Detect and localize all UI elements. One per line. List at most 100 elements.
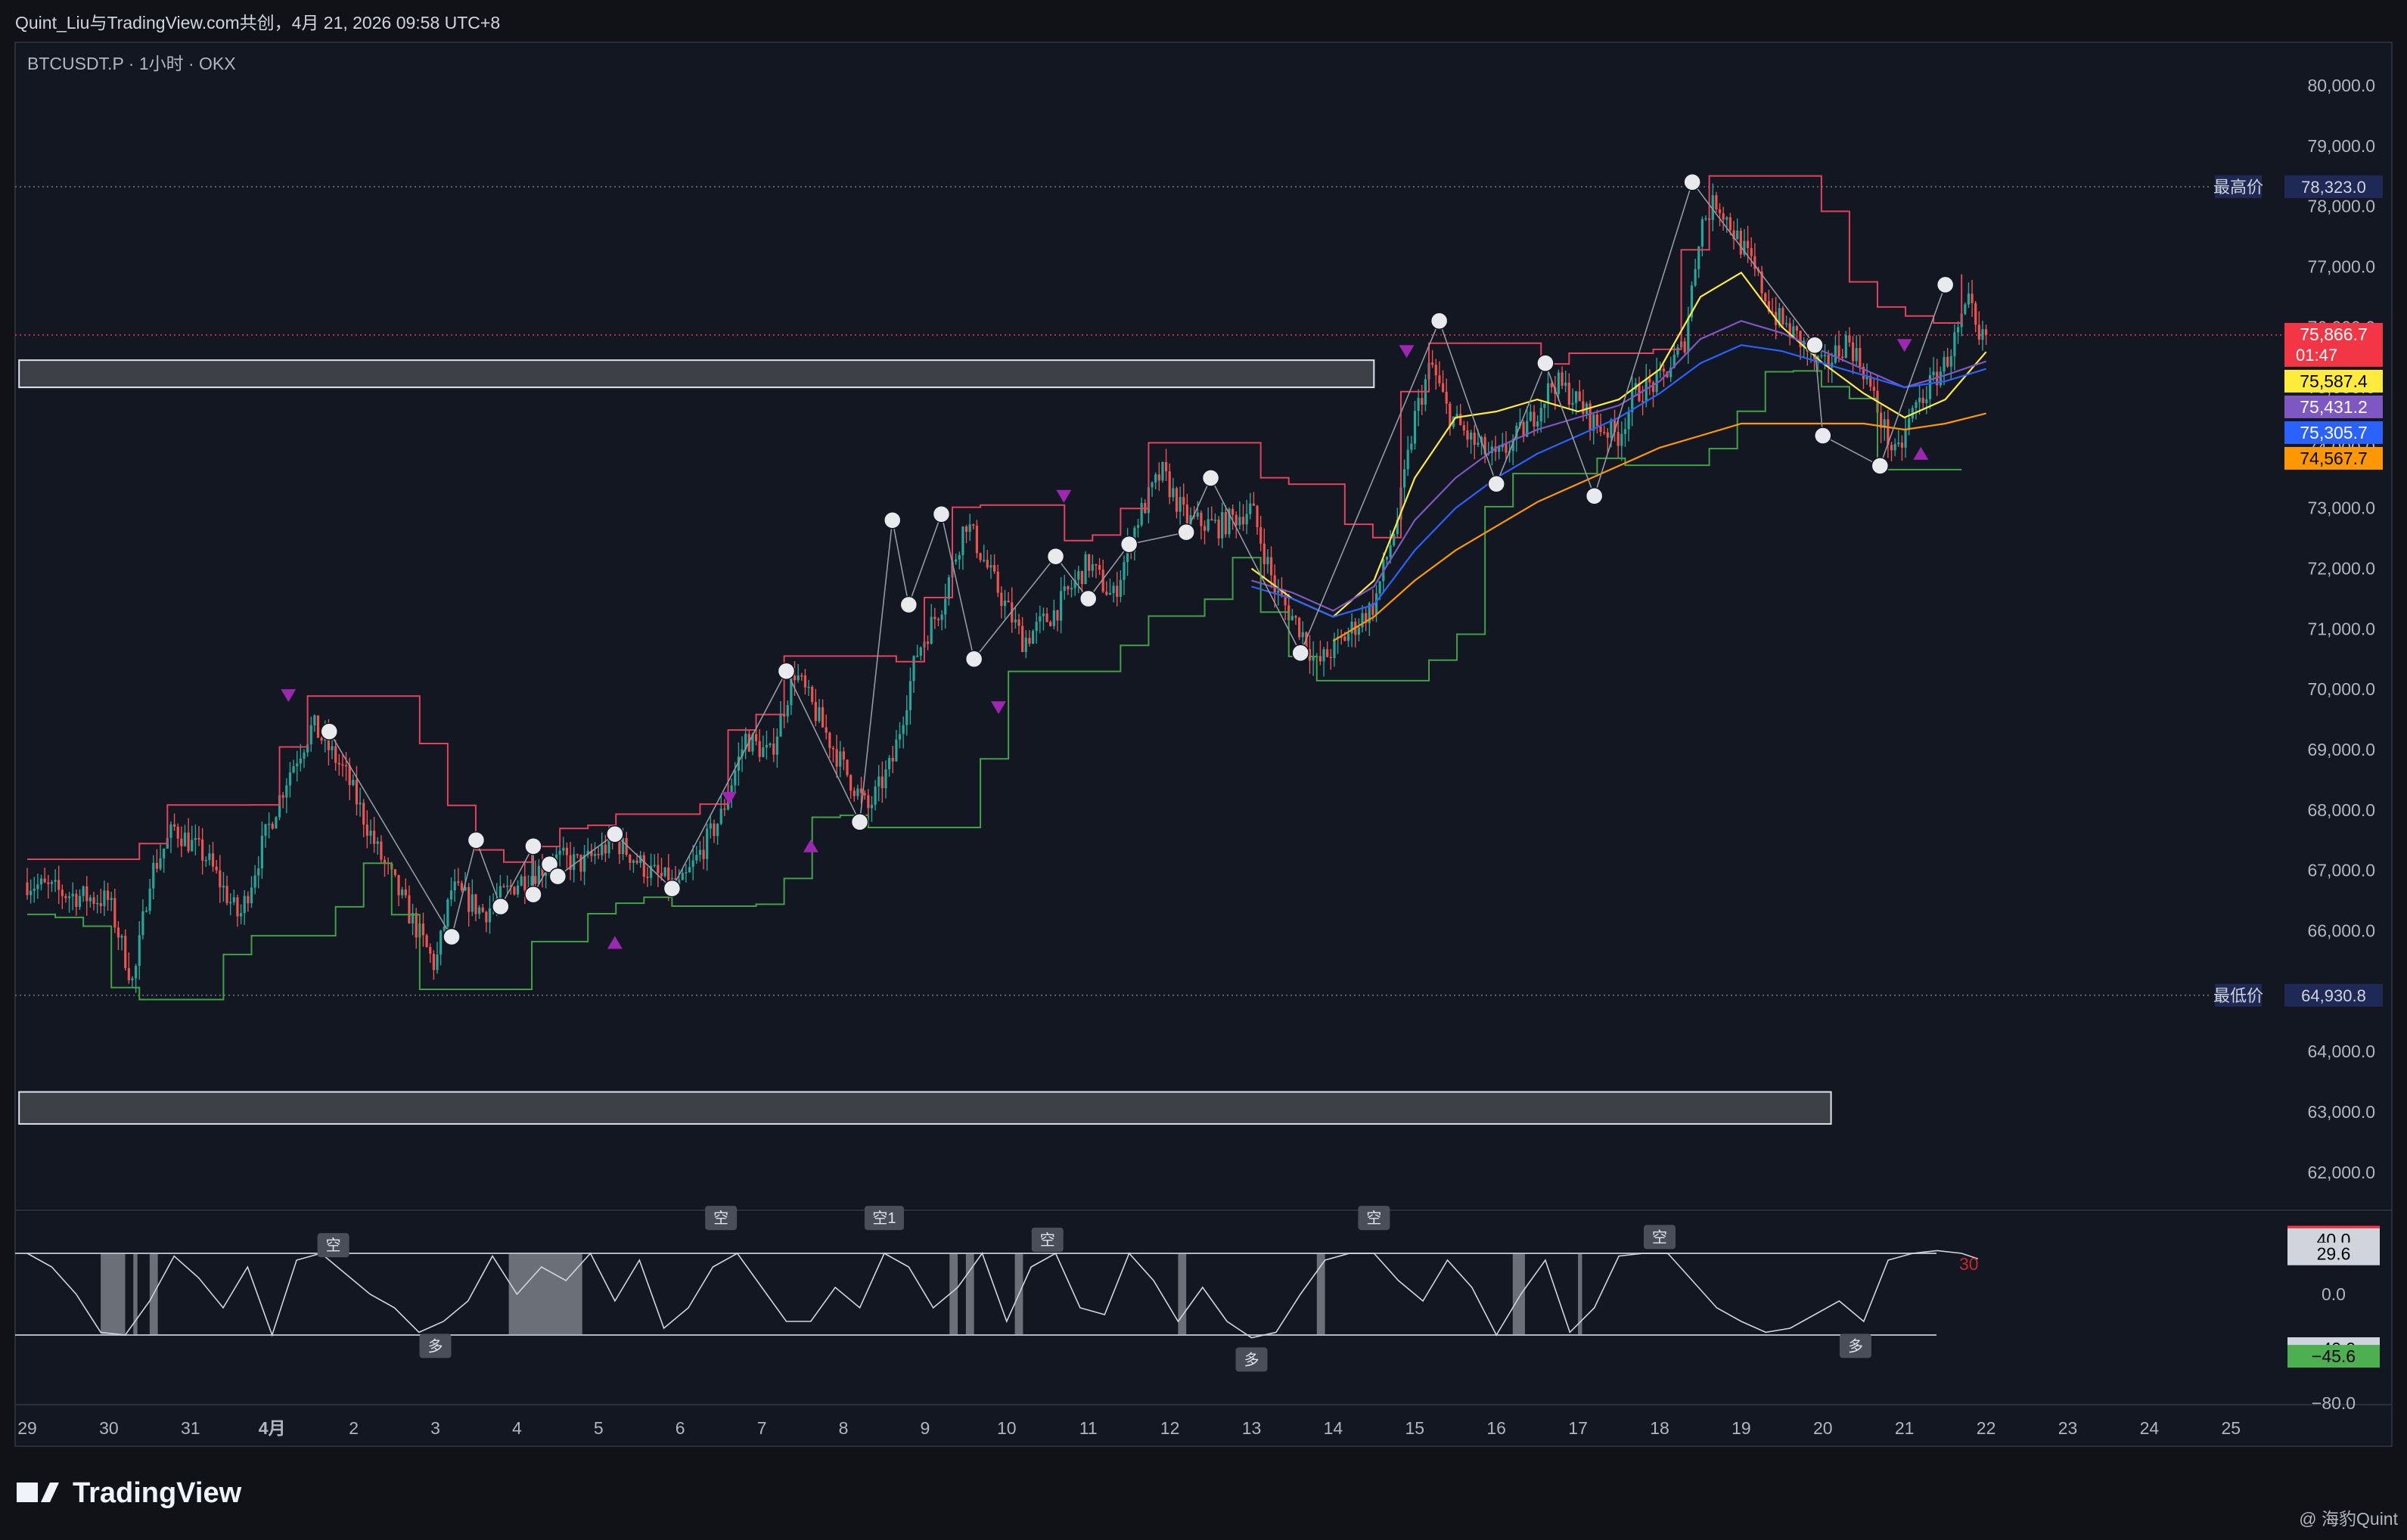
candle-body bbox=[992, 565, 996, 572]
candle-body bbox=[859, 788, 863, 793]
candle-body bbox=[1091, 564, 1094, 571]
candle-body bbox=[545, 871, 548, 876]
candle-body bbox=[355, 780, 359, 805]
candle-body bbox=[1795, 326, 1799, 331]
candle-body bbox=[989, 565, 992, 568]
candle-body bbox=[835, 749, 838, 767]
candle-body bbox=[39, 878, 43, 885]
swing-point-marker bbox=[1487, 475, 1505, 493]
candle-body bbox=[744, 734, 747, 750]
swing-point-marker bbox=[1079, 589, 1098, 608]
candle-body bbox=[1953, 332, 1956, 356]
tradingview-logo[interactable]: TradingView bbox=[17, 1477, 242, 1509]
candle-body bbox=[762, 747, 765, 757]
candle-body bbox=[523, 876, 526, 891]
candle-body bbox=[1887, 419, 1890, 446]
candle-body bbox=[257, 868, 260, 876]
candle-body bbox=[120, 936, 123, 938]
candle-body bbox=[1084, 554, 1087, 585]
candle-body bbox=[713, 823, 716, 837]
oscillator-shaded-region bbox=[508, 1253, 582, 1335]
price-tag-value: 64,930.8 bbox=[2301, 986, 2366, 1005]
swing-point-marker bbox=[932, 505, 951, 523]
candle-body bbox=[1651, 382, 1655, 393]
candle-body bbox=[359, 803, 362, 805]
time-axis-tick: 24 bbox=[2140, 1418, 2160, 1438]
candle-body bbox=[786, 705, 789, 717]
candle-body bbox=[288, 772, 292, 786]
price-pane[interactable] bbox=[15, 172, 2284, 1125]
oscillator-signal-tag: 多 bbox=[1839, 1334, 1871, 1358]
candle-body bbox=[919, 647, 922, 656]
signal-tag-text: 空 bbox=[1652, 1228, 1667, 1246]
candle-body bbox=[1052, 610, 1055, 626]
signal-tag-text: 多 bbox=[1244, 1351, 1259, 1368]
candle-body bbox=[1095, 564, 1098, 566]
candle-body bbox=[593, 854, 597, 856]
candle-body bbox=[163, 848, 166, 858]
candle-body bbox=[1529, 411, 1532, 421]
candle-body bbox=[197, 837, 200, 840]
candle-body bbox=[429, 946, 432, 954]
candle-body bbox=[1697, 246, 1700, 269]
time-axis-tick: 21 bbox=[1895, 1418, 1915, 1438]
candle-body bbox=[1543, 403, 1546, 408]
candle-body bbox=[1574, 391, 1578, 403]
candle-body bbox=[502, 886, 505, 887]
candle-body bbox=[1946, 356, 1949, 367]
candle-body bbox=[579, 855, 582, 872]
price-axis-tick: 79,000.0 bbox=[2307, 136, 2375, 156]
candle-body bbox=[1151, 482, 1154, 488]
candle-body bbox=[85, 886, 89, 902]
candle-body bbox=[1711, 195, 1714, 220]
candle-body bbox=[264, 824, 267, 836]
candle-body bbox=[642, 855, 645, 877]
price-axis[interactable]: 80,000.079,000.078,000.077,000.076,000.0… bbox=[2213, 76, 2383, 1413]
swing-point-marker bbox=[663, 879, 682, 898]
candle-body bbox=[1350, 621, 1353, 634]
time-axis-tick: 25 bbox=[2222, 1418, 2241, 1438]
time-axis[interactable]: 29 30 31 4月 2 3 4 5 6 7 8 9 10 11 12 13 14 15 16 17 18 19 20 21… bbox=[17, 1418, 2241, 1438]
candle-body bbox=[1318, 656, 1322, 662]
candle-body bbox=[1803, 340, 1806, 347]
oscillator-shaded-region bbox=[1316, 1253, 1325, 1335]
candle-body bbox=[57, 880, 61, 890]
candle-body bbox=[1837, 345, 1840, 357]
candle-body bbox=[765, 744, 769, 748]
price-label-text: 75,587.4 bbox=[2300, 371, 2368, 391]
oscillator-signal-tag: 空 bbox=[705, 1206, 738, 1231]
time-axis-tick: 12 bbox=[1160, 1418, 1180, 1438]
candle-body bbox=[1767, 301, 1770, 312]
low-price-label: 最低价 64,930.8 bbox=[2213, 983, 2383, 1007]
candle-body bbox=[1182, 497, 1185, 505]
candle-body bbox=[1799, 331, 1802, 347]
candle-body bbox=[853, 790, 856, 796]
candle-body bbox=[797, 675, 800, 681]
oscillator-value-label: −45.6 bbox=[2287, 1345, 2380, 1368]
candle-body bbox=[159, 858, 162, 869]
candle-body bbox=[415, 913, 418, 938]
signal-tag-text: 空 bbox=[326, 1237, 341, 1254]
candle-body bbox=[1305, 632, 1308, 650]
time-axis-tick: 23 bbox=[2058, 1418, 2078, 1438]
candle-body bbox=[537, 865, 540, 884]
upper-band bbox=[27, 175, 1963, 863]
price-axis-tick: 73,000.0 bbox=[2307, 498, 2375, 518]
candle-body bbox=[1322, 649, 1325, 662]
candle-body bbox=[393, 869, 397, 875]
time-axis-tick: 18 bbox=[1650, 1418, 1669, 1438]
candle-body bbox=[667, 867, 670, 887]
candle-body bbox=[1567, 382, 1570, 405]
candle-body bbox=[1515, 425, 1518, 439]
candle-body bbox=[316, 715, 320, 738]
candle-body bbox=[1326, 649, 1329, 657]
swing-point-marker bbox=[777, 662, 796, 681]
candle-body bbox=[1599, 426, 1602, 432]
swing-point-marker bbox=[1814, 427, 1832, 445]
time-axis-tick: 14 bbox=[1324, 1418, 1343, 1438]
candle-body bbox=[1956, 327, 1960, 333]
candle-body bbox=[1631, 390, 1634, 412]
candle-body bbox=[1213, 519, 1217, 521]
candle-body bbox=[1606, 432, 1609, 438]
